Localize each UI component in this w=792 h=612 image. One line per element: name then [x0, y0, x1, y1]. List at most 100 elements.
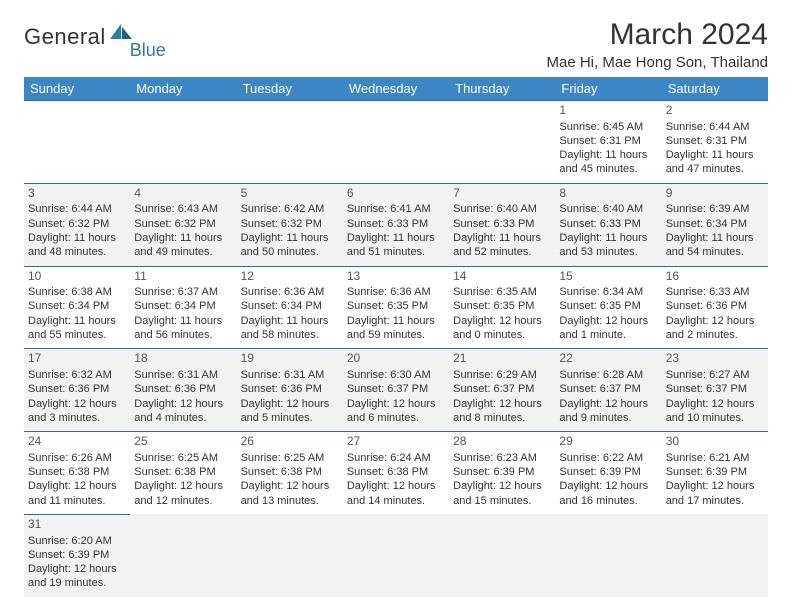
day-number: 13 [347, 269, 445, 285]
daylight-text: Daylight: 11 hours and 50 minutes. [241, 231, 339, 260]
calendar-day-cell: 4Sunrise: 6:43 AMSunset: 6:32 PMDaylight… [130, 183, 236, 266]
daylight-text: Daylight: 12 hours and 14 minutes. [347, 479, 445, 508]
calendar-day-cell [237, 514, 343, 596]
daylight-text: Daylight: 12 hours and 12 minutes. [134, 479, 232, 508]
daylight-text: Daylight: 12 hours and 1 minute. [559, 314, 657, 343]
sunset-text: Sunset: 6:38 PM [28, 465, 126, 479]
daylight-text: Daylight: 12 hours and 8 minutes. [453, 397, 551, 426]
calendar-day-cell [343, 514, 449, 596]
sunrise-text: Sunrise: 6:32 AM [28, 368, 126, 382]
day-number: 18 [134, 351, 232, 367]
calendar-day-cell: 26Sunrise: 6:25 AMSunset: 6:38 PMDayligh… [237, 432, 343, 515]
sunrise-text: Sunrise: 6:25 AM [241, 451, 339, 465]
day-number: 5 [241, 186, 339, 202]
daylight-text: Daylight: 12 hours and 3 minutes. [28, 397, 126, 426]
sunset-text: Sunset: 6:36 PM [28, 382, 126, 396]
sunset-text: Sunset: 6:32 PM [241, 217, 339, 231]
sunrise-text: Sunrise: 6:45 AM [559, 120, 657, 134]
sunset-text: Sunset: 6:36 PM [666, 299, 764, 313]
weekday-header-row: Sunday Monday Tuesday Wednesday Thursday… [24, 77, 768, 101]
sunrise-text: Sunrise: 6:30 AM [347, 368, 445, 382]
daylight-text: Daylight: 11 hours and 51 minutes. [347, 231, 445, 260]
day-number: 27 [347, 434, 445, 450]
daylight-text: Daylight: 12 hours and 4 minutes. [134, 397, 232, 426]
day-number: 12 [241, 269, 339, 285]
calendar-day-cell: 21Sunrise: 6:29 AMSunset: 6:37 PMDayligh… [449, 349, 555, 432]
sunrise-text: Sunrise: 6:42 AM [241, 202, 339, 216]
day-number: 17 [28, 351, 126, 367]
day-number: 20 [347, 351, 445, 367]
daylight-text: Daylight: 11 hours and 49 minutes. [134, 231, 232, 260]
brand-blue: Blue [130, 40, 166, 61]
day-number: 31 [28, 517, 126, 533]
calendar-day-cell: 9Sunrise: 6:39 AMSunset: 6:34 PMDaylight… [662, 183, 768, 266]
daylight-text: Daylight: 11 hours and 45 minutes. [559, 148, 657, 177]
weekday-header: Sunday [24, 77, 130, 101]
sunset-text: Sunset: 6:35 PM [453, 299, 551, 313]
calendar-week-row: 10Sunrise: 6:38 AMSunset: 6:34 PMDayligh… [24, 266, 768, 349]
sunrise-text: Sunrise: 6:36 AM [241, 285, 339, 299]
sunrise-text: Sunrise: 6:23 AM [453, 451, 551, 465]
day-number: 8 [559, 186, 657, 202]
day-number: 6 [347, 186, 445, 202]
sunrise-text: Sunrise: 6:35 AM [453, 285, 551, 299]
brand-general: General [24, 24, 106, 50]
sunset-text: Sunset: 6:31 PM [559, 134, 657, 148]
weekday-header: Monday [130, 77, 236, 101]
sunset-text: Sunset: 6:39 PM [666, 465, 764, 479]
calendar-day-cell: 12Sunrise: 6:36 AMSunset: 6:34 PMDayligh… [237, 266, 343, 349]
sunrise-text: Sunrise: 6:40 AM [559, 202, 657, 216]
sunrise-text: Sunrise: 6:22 AM [559, 451, 657, 465]
sunset-text: Sunset: 6:34 PM [666, 217, 764, 231]
weekday-header: Saturday [662, 77, 768, 101]
weekday-header: Thursday [449, 77, 555, 101]
sunset-text: Sunset: 6:39 PM [28, 548, 126, 562]
calendar-day-cell: 30Sunrise: 6:21 AMSunset: 6:39 PMDayligh… [662, 432, 768, 515]
weekday-header: Friday [555, 77, 661, 101]
calendar-day-cell: 8Sunrise: 6:40 AMSunset: 6:33 PMDaylight… [555, 183, 661, 266]
calendar-week-row: 3Sunrise: 6:44 AMSunset: 6:32 PMDaylight… [24, 183, 768, 266]
title-block: March 2024 Mae Hi, Mae Hong Son, Thailan… [546, 18, 768, 71]
calendar-week-row: 17Sunrise: 6:32 AMSunset: 6:36 PMDayligh… [24, 349, 768, 432]
day-number: 29 [559, 434, 657, 450]
daylight-text: Daylight: 12 hours and 2 minutes. [666, 314, 764, 343]
daylight-text: Daylight: 11 hours and 56 minutes. [134, 314, 232, 343]
calendar-day-cell: 18Sunrise: 6:31 AMSunset: 6:36 PMDayligh… [130, 349, 236, 432]
sail-icon [110, 24, 132, 47]
sunset-text: Sunset: 6:38 PM [134, 465, 232, 479]
day-number: 25 [134, 434, 232, 450]
daylight-text: Daylight: 11 hours and 58 minutes. [241, 314, 339, 343]
sunset-text: Sunset: 6:33 PM [453, 217, 551, 231]
day-number: 7 [453, 186, 551, 202]
day-number: 10 [28, 269, 126, 285]
day-number: 3 [28, 186, 126, 202]
daylight-text: Daylight: 12 hours and 19 minutes. [28, 562, 126, 591]
sunset-text: Sunset: 6:34 PM [28, 299, 126, 313]
sunset-text: Sunset: 6:32 PM [134, 217, 232, 231]
calendar-day-cell [24, 101, 130, 184]
sunset-text: Sunset: 6:39 PM [559, 465, 657, 479]
sunset-text: Sunset: 6:35 PM [559, 299, 657, 313]
sunrise-text: Sunrise: 6:44 AM [666, 120, 764, 134]
calendar-day-cell: 2Sunrise: 6:44 AMSunset: 6:31 PMDaylight… [662, 101, 768, 184]
day-number: 19 [241, 351, 339, 367]
daylight-text: Daylight: 11 hours and 48 minutes. [28, 231, 126, 260]
calendar-day-cell [449, 514, 555, 596]
daylight-text: Daylight: 11 hours and 54 minutes. [666, 231, 764, 260]
calendar-day-cell: 17Sunrise: 6:32 AMSunset: 6:36 PMDayligh… [24, 349, 130, 432]
sunrise-text: Sunrise: 6:39 AM [666, 202, 764, 216]
day-number: 30 [666, 434, 764, 450]
calendar-day-cell: 6Sunrise: 6:41 AMSunset: 6:33 PMDaylight… [343, 183, 449, 266]
sunset-text: Sunset: 6:35 PM [347, 299, 445, 313]
calendar-table: Sunday Monday Tuesday Wednesday Thursday… [24, 77, 768, 597]
sunrise-text: Sunrise: 6:33 AM [666, 285, 764, 299]
day-number: 11 [134, 269, 232, 285]
calendar-day-cell: 31Sunrise: 6:20 AMSunset: 6:39 PMDayligh… [24, 514, 130, 596]
sunrise-text: Sunrise: 6:21 AM [666, 451, 764, 465]
day-number: 24 [28, 434, 126, 450]
sunset-text: Sunset: 6:33 PM [347, 217, 445, 231]
day-number: 26 [241, 434, 339, 450]
daylight-text: Daylight: 11 hours and 52 minutes. [453, 231, 551, 260]
daylight-text: Daylight: 12 hours and 5 minutes. [241, 397, 339, 426]
calendar-day-cell: 16Sunrise: 6:33 AMSunset: 6:36 PMDayligh… [662, 266, 768, 349]
